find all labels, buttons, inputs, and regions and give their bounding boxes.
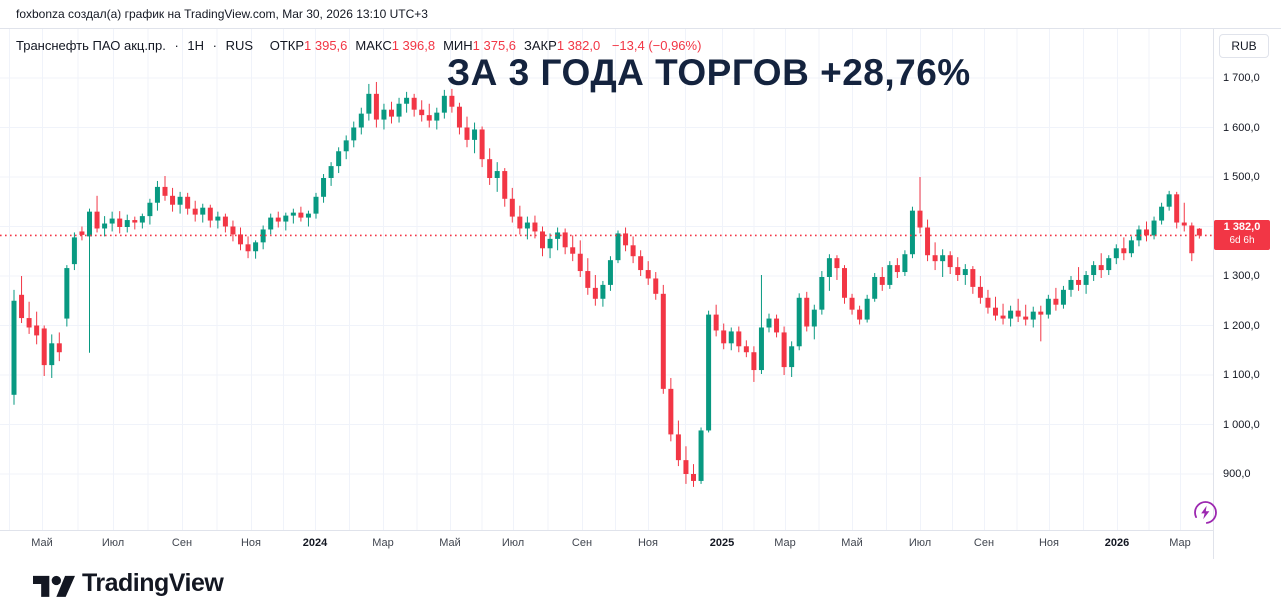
chart-widget: Транснефть ПАО акц.пр. · 1Н · RUS ОТКР1 … xyxy=(0,28,1281,559)
ohlc-field: ЗАКР1 382,0 xyxy=(524,38,601,53)
time-label-month: Сен xyxy=(973,537,995,549)
price-tick: 1 600,0 xyxy=(1223,121,1260,134)
ohlc-field: МАКС1 396,8 xyxy=(355,38,436,53)
legend-separator: · xyxy=(174,38,179,53)
price-tick: 1 000,0 xyxy=(1223,418,1260,431)
time-label-month: Май xyxy=(439,537,461,549)
ohlc-values: ОТКР1 395,6 МАКС1 396,8 МИН1 375,6 ЗАКР1 38… xyxy=(262,38,600,53)
chart-pane[interactable] xyxy=(0,29,1213,530)
tradingview-logo-icon xyxy=(33,575,75,597)
change-value: −13,4 (−0,96%) xyxy=(611,38,702,53)
time-label-month: Сен xyxy=(571,537,593,549)
time-label-month: Мар xyxy=(774,537,796,549)
tradingview-logo-text: TradingView xyxy=(82,569,224,597)
bar-countdown: 6d 6h xyxy=(1229,235,1255,247)
time-label-year: 2024 xyxy=(302,537,328,549)
ohlc-field: МИН1 375,6 xyxy=(443,38,517,53)
time-label-year: 2026 xyxy=(1104,537,1130,549)
ohlc-field: ОТКР1 395,6 xyxy=(269,38,348,53)
time-label-year: 2025 xyxy=(709,537,735,549)
boost-lightning-icon[interactable] xyxy=(1192,499,1219,526)
time-label-month: Ноя xyxy=(240,537,262,549)
chart-title-watermark: ЗА 3 ГОДА ТОРГОВ +28,76% xyxy=(447,52,971,93)
price-tick: 1 300,0 xyxy=(1223,270,1260,282)
time-label-month: Май xyxy=(841,537,863,549)
time-label-month: Июл xyxy=(101,537,125,549)
price-tick: 1 100,0 xyxy=(1223,369,1260,381)
time-scale[interactable]: Май Июл Сен Ноя 2024 Мар Май Июл Сен Ноя 2025 Мар Ма… xyxy=(0,530,1213,558)
price-scale[interactable]: RUB 1 700,01 600,01 500,01 400,01 300,01… xyxy=(1213,29,1281,559)
tradingview-logo[interactable]: TradingView xyxy=(33,569,224,598)
price-tick: 1 200,0 xyxy=(1223,319,1260,332)
time-label-month: Ноя xyxy=(637,537,659,549)
time-label-month: Мар xyxy=(372,537,394,549)
exchange-label: RUS xyxy=(225,38,254,53)
time-label-month: Июл xyxy=(501,537,525,549)
time-label-month: Мар xyxy=(1169,537,1191,549)
interval-label[interactable]: 1Н xyxy=(187,38,205,53)
candlestick-chart[interactable] xyxy=(0,29,1213,530)
chart-legend: Транснефть ПАО акц.пр. · 1Н · RUS ОТКР1 … xyxy=(16,38,701,53)
time-label-month: Ноя xyxy=(1038,537,1060,549)
attribution-text: foxbonza создал(а) график на TradingView… xyxy=(0,0,1281,28)
symbol-title[interactable]: Транснефть ПАО акц.пр. xyxy=(16,38,166,53)
last-price-badge: 1 382,0 6d 6h xyxy=(1214,220,1270,251)
price-tick: 1 500,0 xyxy=(1223,171,1260,183)
currency-button[interactable]: RUB xyxy=(1219,34,1269,58)
legend-separator: · xyxy=(212,38,218,53)
time-label-month: Июл xyxy=(908,537,932,549)
footer: TradingView xyxy=(0,559,1281,613)
time-label-month: Сен xyxy=(171,537,193,549)
price-tick: 900,0 xyxy=(1223,468,1251,480)
last-price-value: 1 382,0 xyxy=(1223,221,1261,234)
time-label-month: Май xyxy=(31,537,53,549)
price-tick: 1 700,0 xyxy=(1223,72,1260,84)
